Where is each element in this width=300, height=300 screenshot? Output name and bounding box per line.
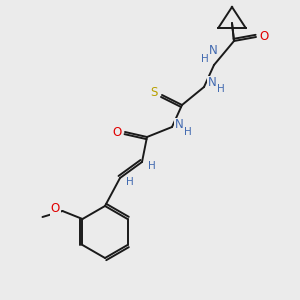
- Text: H: H: [217, 84, 225, 94]
- Text: H: H: [184, 127, 192, 137]
- Text: H: H: [201, 54, 209, 64]
- Text: O: O: [260, 31, 268, 44]
- Text: O: O: [51, 202, 60, 215]
- Text: S: S: [150, 86, 158, 100]
- Text: H: H: [148, 161, 156, 171]
- Text: O: O: [112, 125, 122, 139]
- Text: H: H: [126, 177, 134, 187]
- Text: N: N: [208, 44, 217, 58]
- Text: N: N: [175, 118, 183, 131]
- Text: N: N: [208, 76, 216, 89]
